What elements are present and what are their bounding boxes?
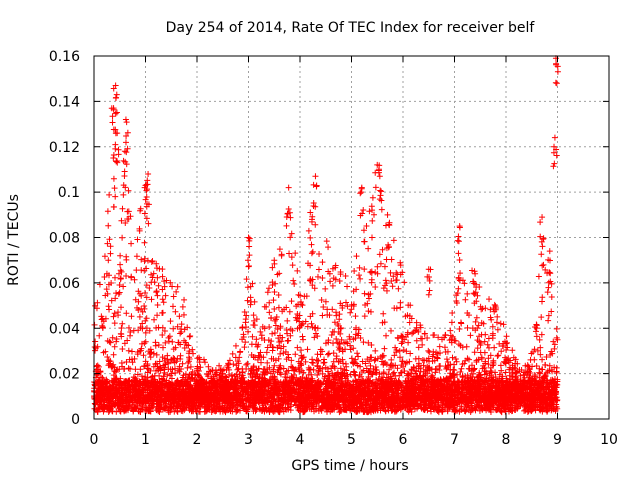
data-point — [372, 283, 379, 290]
data-point — [266, 309, 273, 316]
data-point — [169, 338, 176, 345]
data-point — [176, 313, 183, 320]
data-point — [458, 365, 465, 372]
data-point — [125, 365, 132, 372]
data-point — [101, 253, 108, 260]
data-point — [369, 217, 376, 224]
data-point — [452, 355, 459, 362]
data-point — [386, 366, 393, 373]
data-point — [241, 344, 248, 351]
data-point — [125, 347, 132, 354]
data-point — [156, 409, 163, 416]
data-point — [266, 299, 273, 306]
data-point — [134, 371, 141, 378]
data-point — [244, 297, 251, 304]
data-point — [125, 324, 132, 331]
data-point — [116, 289, 123, 296]
data-point — [405, 339, 412, 346]
data-point — [120, 283, 127, 290]
data-point — [316, 250, 323, 257]
data-point — [463, 343, 470, 350]
data-point — [113, 290, 120, 297]
data-point — [107, 243, 114, 250]
data-point — [160, 299, 167, 306]
data-point — [244, 360, 251, 367]
data-point — [176, 368, 183, 375]
data-point — [128, 240, 135, 247]
data-point — [110, 313, 117, 320]
data-point — [287, 234, 294, 241]
data-point — [289, 262, 296, 269]
data-point — [380, 310, 387, 317]
data-point — [127, 365, 134, 372]
data-point — [347, 346, 354, 353]
data-point — [154, 292, 161, 299]
data-point — [216, 362, 223, 369]
data-point — [197, 408, 204, 415]
data-point — [167, 318, 174, 325]
data-point — [548, 294, 555, 301]
data-points — [91, 55, 561, 416]
data-point — [449, 354, 456, 361]
data-point — [244, 284, 251, 291]
data-point — [509, 347, 516, 354]
data-point — [457, 270, 464, 277]
data-point — [110, 155, 117, 162]
data-point — [474, 345, 481, 352]
data-point — [288, 254, 295, 261]
data-point — [489, 323, 496, 330]
data-point — [294, 267, 301, 274]
data-point — [484, 341, 491, 348]
data-point — [104, 208, 111, 215]
data-point — [537, 370, 544, 377]
data-point — [465, 356, 472, 363]
data-point — [180, 311, 187, 318]
data-point — [241, 309, 248, 316]
data-point — [367, 362, 374, 369]
data-point — [286, 250, 293, 257]
data-point — [342, 360, 349, 367]
data-point — [91, 405, 98, 412]
data-point — [128, 313, 135, 320]
data-point — [125, 187, 132, 194]
data-point — [154, 274, 161, 281]
data-point — [455, 341, 462, 348]
data-point — [383, 287, 390, 294]
data-point — [250, 312, 257, 319]
data-point — [314, 371, 321, 378]
data-point — [264, 289, 271, 296]
data-point — [333, 335, 340, 342]
data-point — [111, 320, 118, 327]
data-point — [497, 320, 504, 327]
data-point — [388, 356, 395, 363]
data-point — [360, 339, 367, 346]
data-point — [309, 248, 316, 255]
data-point — [184, 364, 191, 371]
data-point — [169, 303, 176, 310]
data-point — [123, 310, 130, 317]
data-point — [369, 234, 376, 241]
data-point — [258, 359, 265, 366]
data-point — [361, 266, 368, 273]
data-point — [329, 306, 336, 313]
data-point — [119, 320, 126, 327]
data-point — [110, 351, 117, 358]
data-point — [117, 276, 124, 283]
data-point — [351, 268, 358, 275]
data-point — [352, 313, 359, 320]
data-point — [107, 250, 114, 257]
data-point — [265, 388, 272, 395]
